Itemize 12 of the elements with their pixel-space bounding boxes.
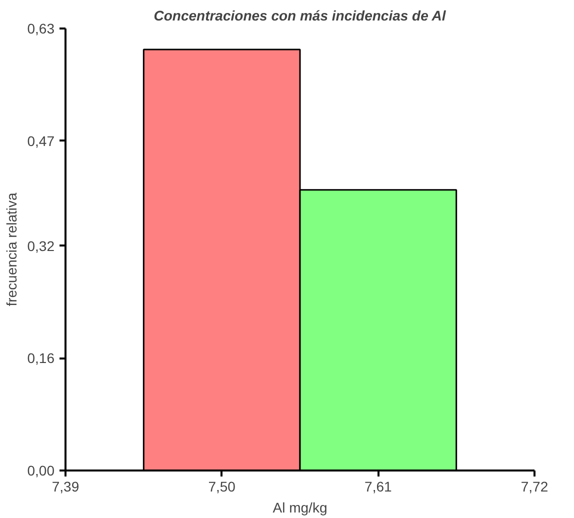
y-tick-label: 0,00: [27, 462, 55, 478]
y-tick-label: 0,32: [27, 238, 55, 254]
y-tick-label: 0,16: [27, 350, 55, 366]
y-tick-label: 0,47: [27, 132, 55, 149]
y-tick-label: 0,63: [27, 20, 55, 36]
x-axis-title: Al mg/kg: [272, 500, 328, 516]
x-tick-label: 7,61: [364, 478, 392, 494]
x-tick-label: 7,72: [520, 478, 548, 494]
x-tick-label: 7,50: [208, 478, 236, 494]
chart-title: Concentraciones con más incidencias de Al: [154, 8, 447, 24]
x-tick-label: 7,39: [52, 478, 80, 494]
y-axis-title: frecuencia relativa: [3, 192, 20, 306]
